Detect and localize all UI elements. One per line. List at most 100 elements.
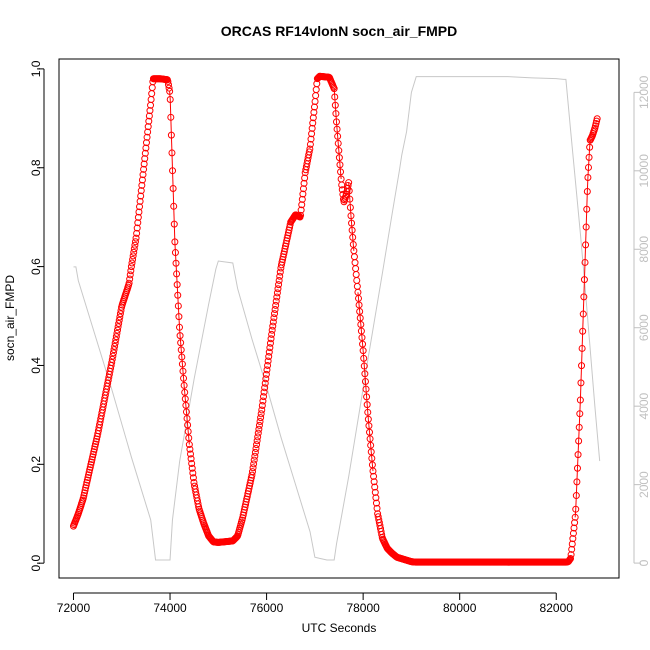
fmpd-point xyxy=(251,452,259,460)
fmpd-point xyxy=(345,179,353,187)
fmpd-point xyxy=(179,367,187,375)
fmpd-point xyxy=(334,132,342,140)
fmpd-point xyxy=(332,110,340,118)
fmpd-point xyxy=(180,381,188,389)
fmpd-connector xyxy=(175,263,178,274)
fmpd-connector xyxy=(179,335,182,343)
fmpd-point xyxy=(109,349,117,357)
fmpd-point xyxy=(143,133,151,141)
fmpd-point xyxy=(181,388,189,396)
fmpd-point xyxy=(576,410,584,418)
fmpd-point xyxy=(300,179,308,187)
fmpd-point xyxy=(570,524,578,532)
y-tick-label: 0.2 xyxy=(29,456,43,473)
fmpd-point xyxy=(82,484,90,492)
fmpd-connector xyxy=(364,381,367,390)
fmpd-point xyxy=(89,450,97,458)
fmpd-point xyxy=(269,318,277,326)
fmpd-point xyxy=(87,461,95,469)
fmpd-point xyxy=(178,353,186,361)
fmpd-point xyxy=(347,212,355,220)
fmpd-point xyxy=(355,301,363,309)
fmpd-point xyxy=(369,467,377,475)
fmpd-point xyxy=(263,366,271,374)
fmpd-point xyxy=(116,310,124,318)
fmpd-connector xyxy=(334,105,337,114)
fmpd-point xyxy=(276,268,284,276)
fmpd-point xyxy=(169,167,177,175)
fmpd-point xyxy=(331,93,339,101)
fmpd-point xyxy=(346,203,354,211)
fmpd-point xyxy=(176,332,184,340)
fmpd-point xyxy=(580,276,588,284)
fmpd-point xyxy=(165,84,173,92)
fmpd-point xyxy=(336,161,344,169)
fmpd-point xyxy=(85,471,93,479)
fmpd-connector xyxy=(169,91,171,100)
fmpd-point xyxy=(131,238,139,246)
fmpd-point xyxy=(128,259,136,267)
fmpd-point xyxy=(274,285,282,293)
fmpd-point xyxy=(80,491,88,499)
fmpd-point xyxy=(111,339,119,347)
fmpd-point xyxy=(131,241,139,249)
fmpd-point xyxy=(136,203,144,211)
fmpd-connector xyxy=(576,468,578,482)
fmpd-point xyxy=(259,397,267,405)
fmpd-point xyxy=(335,154,343,162)
fmpd-point xyxy=(254,433,262,441)
fmpd-point xyxy=(175,313,183,321)
fmpd-point xyxy=(250,460,258,468)
fmpd-point xyxy=(257,414,265,422)
fmpd-point xyxy=(145,117,153,125)
fmpd-connector xyxy=(174,252,177,264)
fmpd-point xyxy=(134,219,142,227)
fmpd-connector xyxy=(351,230,354,238)
fmpd-point xyxy=(177,346,185,354)
fmpd-point xyxy=(578,344,586,352)
fmpd-point xyxy=(141,155,149,163)
fmpd-point xyxy=(357,321,365,329)
fmpd-point xyxy=(266,344,274,352)
fmpd-point xyxy=(364,408,372,416)
fmpd-point xyxy=(127,263,135,271)
fmpd-point xyxy=(116,313,124,321)
fmpd-point xyxy=(256,418,264,426)
fmpd-point xyxy=(136,197,144,205)
fmpd-point xyxy=(272,301,280,309)
fmpd-point xyxy=(310,108,318,116)
fmpd-point xyxy=(91,443,99,451)
fmpd-point xyxy=(309,114,317,122)
fmpd-point xyxy=(362,385,370,393)
fmpd-point xyxy=(173,281,181,289)
fmpd-point xyxy=(575,437,583,445)
fmpd-point xyxy=(182,401,190,409)
fmpd-point xyxy=(138,181,146,189)
fmpd-point xyxy=(268,330,276,338)
y-tick-label: 0.0 xyxy=(29,555,43,572)
fmpd-point xyxy=(140,165,148,173)
fmpd-connector xyxy=(577,440,580,455)
fmpd-point xyxy=(258,406,266,414)
fmpd-point xyxy=(187,455,195,463)
fmpd-point xyxy=(135,208,143,216)
fmpd-point xyxy=(109,352,117,360)
fmpd-connector xyxy=(364,373,366,382)
fmpd-connector xyxy=(366,396,368,405)
fmpd-point xyxy=(260,388,268,396)
fmpd-point xyxy=(582,223,590,231)
fmpd-point xyxy=(171,238,179,246)
fmpd-point xyxy=(115,320,123,328)
fmpd-point xyxy=(185,434,193,442)
fmpd-connector xyxy=(336,129,339,137)
y2-tick-label: 12000 xyxy=(637,75,650,109)
fmpd-point xyxy=(169,185,177,193)
fmpd-point xyxy=(248,471,256,479)
fmpd-connector xyxy=(337,143,340,151)
fmpd-point xyxy=(253,437,261,445)
fmpd-point xyxy=(332,118,340,126)
fmpd-connector xyxy=(177,305,180,317)
fmpd-point xyxy=(361,370,369,378)
fmpd-connector xyxy=(174,241,176,253)
